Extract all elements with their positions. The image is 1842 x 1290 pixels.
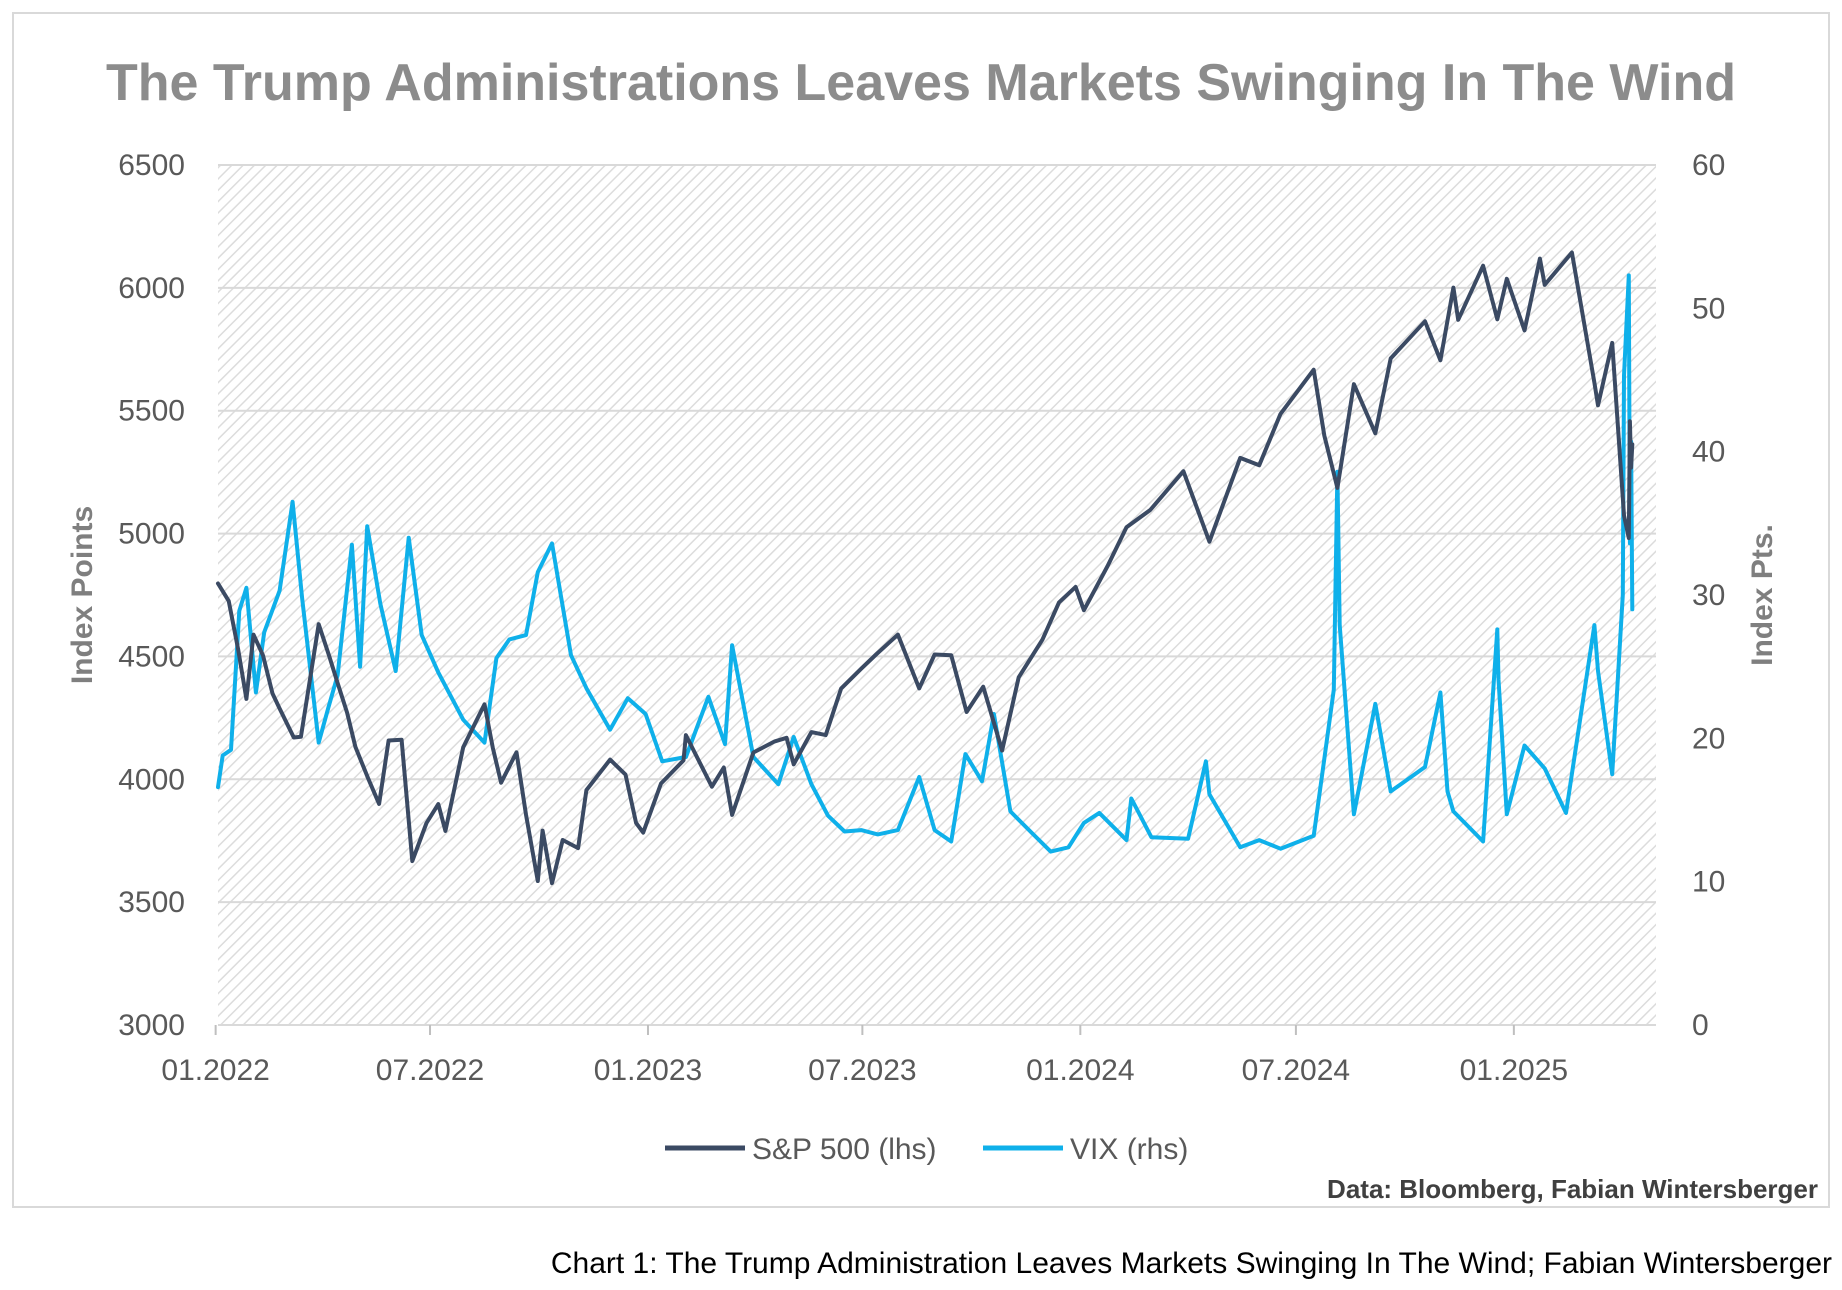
source-note: Data: Bloomberg, Fabian Wintersberger — [1327, 1174, 1818, 1204]
legend-label-sp500: S&P 500 (lhs) — [752, 1133, 937, 1166]
y-tick-left: 6500 — [118, 149, 185, 182]
y-axis-right-title: Index Pts. — [1746, 524, 1779, 666]
legend-label-vix: VIX (rhs) — [1070, 1133, 1188, 1166]
y-tick-left: 5000 — [118, 518, 185, 551]
y-tick-left: 5500 — [118, 395, 185, 428]
y-tick-right: 20 — [1692, 722, 1725, 755]
y-tick-right: 10 — [1692, 866, 1725, 899]
series-lines — [216, 250, 1635, 886]
chart-title: The Trump Administrations Leaves Markets… — [106, 54, 1736, 112]
figure-caption: Chart 1: The Trump Administration Leaves… — [551, 1247, 1832, 1280]
y-tick-left: 4500 — [118, 640, 185, 673]
y-tick-left: 3000 — [118, 1009, 185, 1042]
y-tick-left: 6000 — [118, 272, 185, 305]
x-tick-label: 07.2022 — [376, 1054, 484, 1087]
plot-area — [218, 165, 1656, 1025]
x-tick-label: 07.2024 — [1242, 1054, 1350, 1087]
y-tick-right: 0 — [1692, 1009, 1709, 1042]
x-axis: 01.2022 07.2022 01.2023 07.2023 01.2024 07.20… — [161, 1024, 1656, 1087]
x-tick-label: 01.2024 — [1026, 1054, 1134, 1087]
y-tick-left: 4000 — [118, 763, 185, 796]
x-tick-label: 01.2023 — [594, 1054, 702, 1087]
y-axis-right: 0 10 20 30 40 50 60 — [1692, 149, 1725, 1042]
y-tick-left: 3500 — [118, 886, 185, 919]
x-tick-label: 07.2023 — [808, 1054, 916, 1087]
y-axis-left-title: Index Points — [66, 506, 99, 684]
x-tick-label: 01.2025 — [1460, 1054, 1568, 1087]
series-line-sp500 — [216, 250, 1635, 886]
x-tick-label: 01.2022 — [161, 1054, 269, 1087]
series-line-vix — [216, 273, 1635, 854]
y-tick-right: 50 — [1692, 292, 1725, 325]
y-tick-right: 60 — [1692, 149, 1725, 182]
y-tick-right: 30 — [1692, 579, 1725, 612]
y-axis-left: 3000 3500 4000 4500 5000 5500 6000 6500 — [118, 149, 185, 1042]
legend: S&P 500 (lhs) VIX (rhs) — [665, 1133, 1188, 1166]
y-tick-right: 40 — [1692, 436, 1725, 469]
